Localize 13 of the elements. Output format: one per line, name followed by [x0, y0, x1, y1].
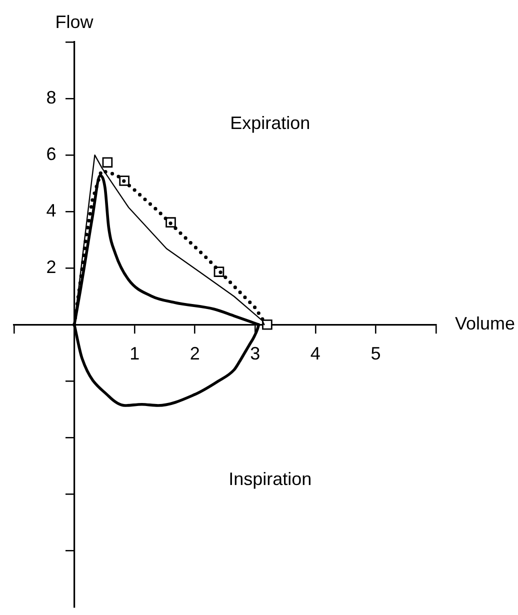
- x-tick-label: 5: [370, 343, 381, 364]
- y-axis-title: Flow: [55, 12, 94, 32]
- x-tick-label: 2: [190, 343, 200, 364]
- y-tick-label: 6: [46, 144, 56, 164]
- x-tick-label: 1: [130, 343, 140, 364]
- y-tick-label: 4: [46, 200, 56, 221]
- annotation: Inspiration: [228, 469, 312, 490]
- x-tick-label: 4: [310, 343, 320, 364]
- x-tick-label: 3: [250, 343, 260, 364]
- y-tick-label: 2: [46, 257, 56, 278]
- x-axis-title: Volume: [455, 314, 516, 334]
- y-tick-label: 8: [46, 88, 56, 108]
- annotation: Expiration: [230, 112, 310, 133]
